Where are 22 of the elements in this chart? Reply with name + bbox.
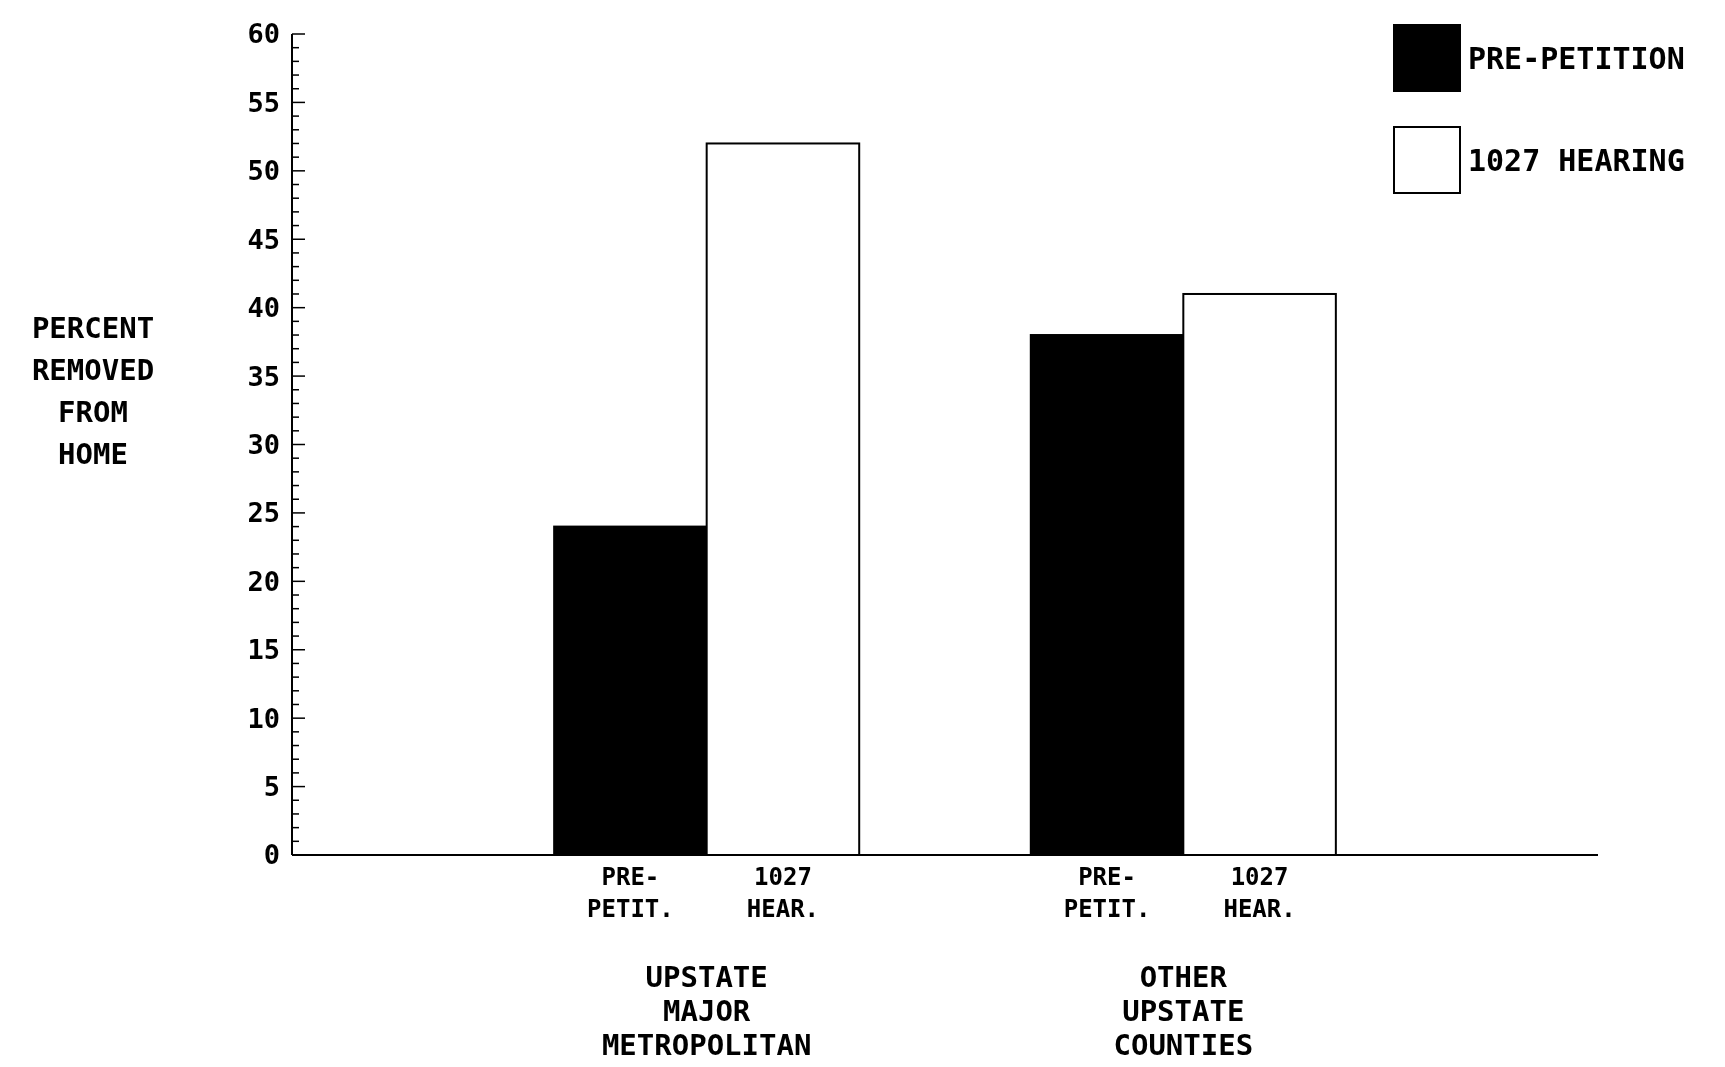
y-tick-label: 45 [247,223,280,255]
text: 1027 HEAR. [746,863,820,923]
y-tick-label: 40 [247,292,280,324]
y-tick-label: 15 [247,634,280,666]
x-tick-label: OTHER UPSTATE COUNTIES [1113,960,1254,1062]
y-tick-label: 30 [247,428,280,460]
text: 1027 HEAR. [1223,863,1296,923]
y-tick-label: 35 [247,360,280,392]
y-tick-label: 25 [247,497,280,529]
legend-label: 1027 HEARING [1468,142,1685,178]
y-tick-label: 55 [247,86,280,118]
y-tick-label: 10 [247,702,280,734]
y-tick-label: 20 [247,565,280,597]
y-axis-title: PERCENT REMOVED FROM HOME [31,311,155,471]
x-tick-label: UPSTATE MAJOR METROPOLITAN [601,960,812,1062]
legend-label: PRE-PETITION [1468,40,1685,76]
text: PRE-PETIT. [587,863,674,923]
y-tick-label: 50 [247,155,280,187]
y-tick-label: 5 [263,771,280,803]
text: PRE-PETIT. [1063,863,1151,923]
y-tick-label: 60 [247,18,280,50]
y-tick-label: 0 [263,839,280,871]
